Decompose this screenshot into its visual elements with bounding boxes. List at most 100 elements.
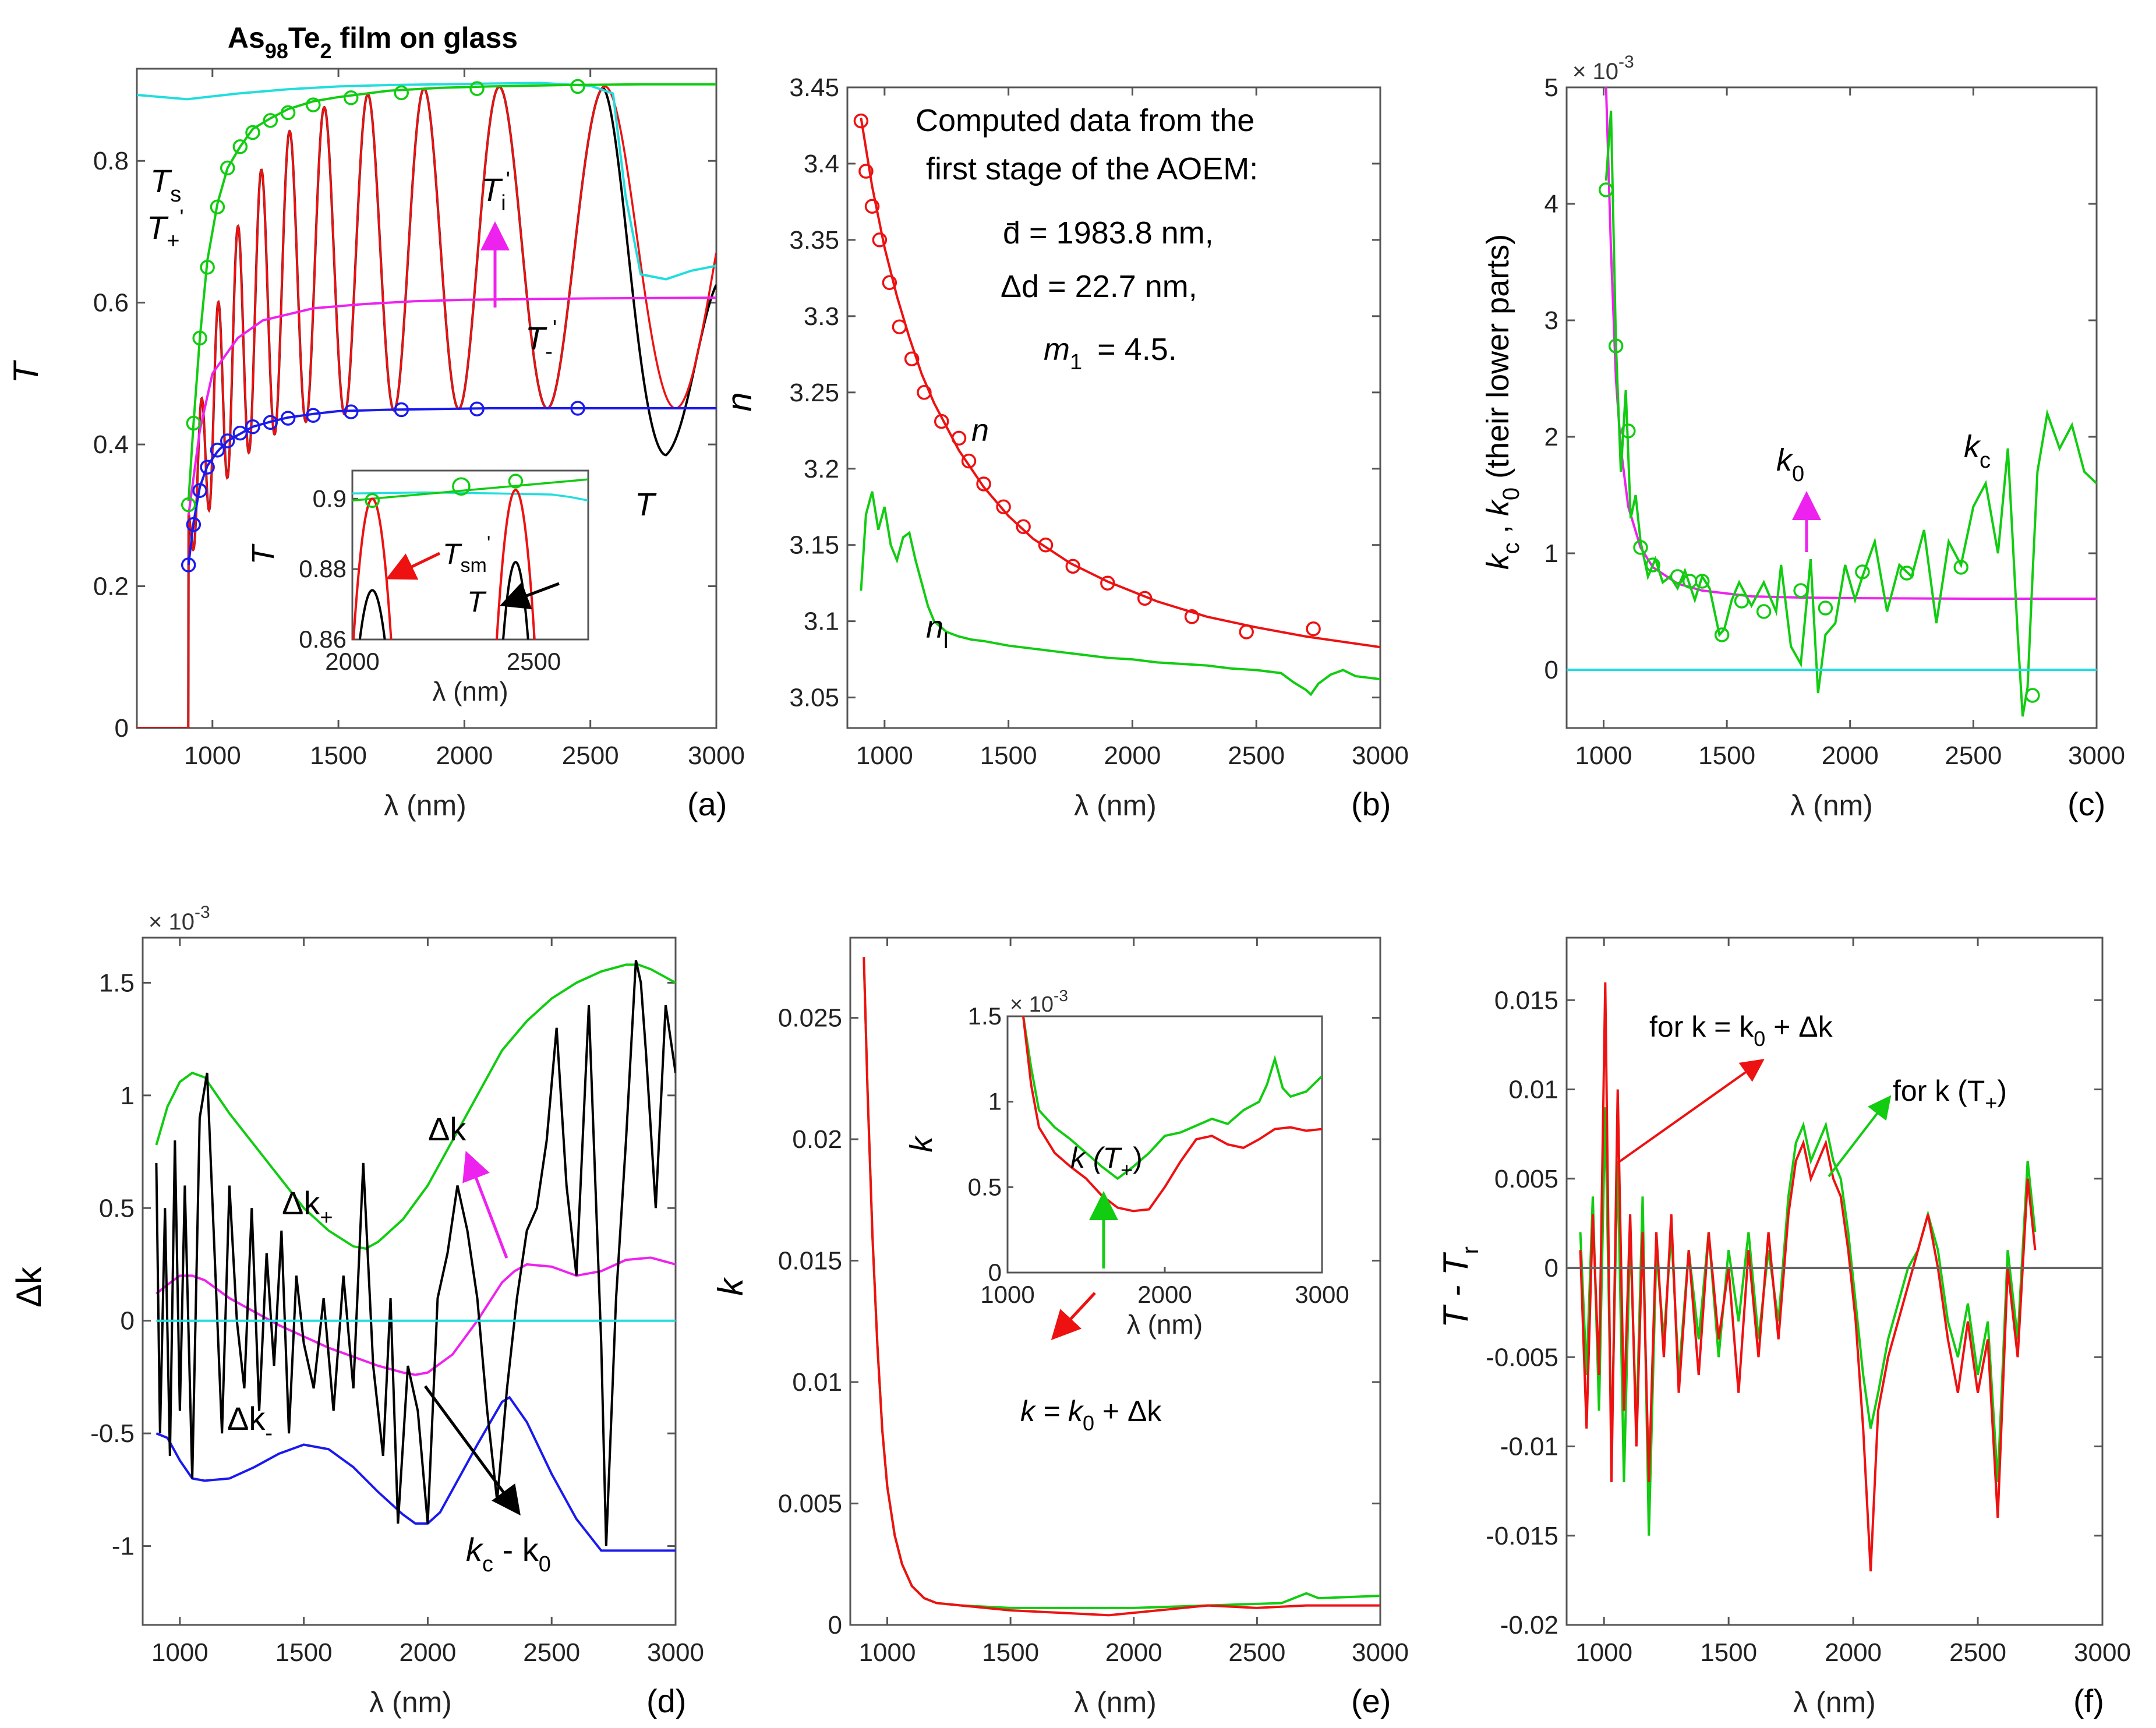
marker-b — [961, 453, 977, 469]
y-tick-label-c: 0 — [1544, 656, 1558, 684]
inset-a: 2000 2500 0.86 0.88 0.9 λ (nm) T — [246, 469, 589, 706]
marker-a — [280, 105, 296, 121]
x-axis-label-a: λ (nm) — [384, 789, 466, 822]
marker-c — [1756, 604, 1772, 619]
marker-a — [306, 408, 321, 423]
marker-b — [864, 199, 880, 214]
x-tick-label-d: 2000 — [399, 1638, 456, 1667]
marker-a — [469, 81, 485, 96]
b-text-d: d̄ = 1983.8 nm, — [1003, 215, 1214, 250]
x-tick-label-f: 2000 — [1825, 1638, 1882, 1667]
marker-b — [858, 164, 874, 179]
y-axis-label-b: n — [720, 392, 759, 411]
inset-label-T: T — [467, 585, 487, 618]
x-tick-label-b: 2500 — [1228, 741, 1285, 770]
annotations-f: for k = k0 + Δk for k (T+) — [1649, 1010, 2007, 1115]
y-tick-label-a: 0.8 — [93, 147, 129, 175]
series-b-0 — [860, 118, 1380, 649]
y-tick-label-e: 0 — [828, 1611, 842, 1639]
x-tick-label-d: 1000 — [151, 1638, 208, 1667]
inset-multiplier: × 10-3 — [1010, 987, 1068, 1017]
x-tick-label-e: 3000 — [1352, 1638, 1409, 1667]
marker-a — [232, 425, 248, 441]
panel-label-c: (c) — [2067, 786, 2105, 822]
inset-e: 1000 2000 3000 0 0.5 1 1.5 λ (nm) k × 10-3 — [904, 987, 1349, 1340]
marker-a — [263, 415, 278, 430]
y-tick-label-f: 0 — [1544, 1254, 1558, 1282]
series-f-1 — [1579, 982, 2037, 1572]
series-e-1 — [863, 957, 1380, 1617]
y-tick-label-c: 1 — [1544, 539, 1558, 568]
series-b-1 — [860, 491, 1380, 697]
marker-b — [872, 232, 888, 248]
y-tick-label-f: -0.005 — [1486, 1343, 1558, 1372]
marker-c — [1714, 627, 1730, 642]
y-tick-label-c: 5 — [1544, 73, 1558, 102]
d-label-dk: Δk — [428, 1111, 466, 1147]
marker-c — [1608, 338, 1624, 354]
b-text-line1: Computed data from the — [916, 103, 1254, 138]
d-label-kc-k0: kc - k0 — [466, 1531, 551, 1577]
marker-a — [220, 160, 235, 176]
series-T-model — [137, 85, 716, 728]
panel-label-d: (d) — [646, 1683, 686, 1719]
marker-c — [2025, 688, 2040, 703]
label-T-minus: T-' — [525, 316, 557, 364]
inset-peak-black-1 — [358, 589, 386, 639]
marker-b — [1038, 537, 1054, 553]
x-tick-label-d: 3000 — [647, 1638, 704, 1667]
inset-line-0 — [352, 491, 588, 502]
inset-y-label: k — [904, 1135, 939, 1153]
x-axis-label-b: λ (nm) — [1074, 789, 1157, 822]
marker-b — [1137, 591, 1153, 606]
y-tick-label-f: 0.005 — [1494, 1165, 1558, 1193]
series-d-3 — [155, 960, 676, 1546]
label-T: T — [635, 486, 657, 522]
arrow-f-red — [1618, 1059, 1765, 1163]
x-tick-label-b: 1000 — [856, 741, 913, 770]
f-label-red: for k = k0 + Δk — [1649, 1010, 1833, 1051]
annotations-b: Computed data from the first stage of th… — [916, 103, 1258, 653]
inset-x-tick-label: 2000 — [325, 648, 379, 675]
inset-marker — [365, 493, 380, 508]
y-tick-label-a: 0.4 — [93, 430, 129, 459]
x-tick-label-f: 2500 — [1949, 1638, 2006, 1667]
b-text-dd: Δd = 22.7 nm, — [1001, 269, 1197, 304]
inset-peak-red-2 — [495, 489, 536, 639]
y-tick-label-a: 0 — [115, 714, 129, 743]
series-group-f — [1567, 982, 2102, 1572]
x-tick-label-a: 2000 — [436, 741, 493, 770]
marker-b — [882, 275, 897, 290]
marker-b — [1306, 621, 1321, 637]
y-tick-label-b: 3.15 — [789, 531, 839, 560]
marker-c — [1633, 540, 1648, 555]
y-tick-label-e: 0.015 — [778, 1247, 842, 1275]
inset-x-label: λ (nm) — [432, 676, 508, 706]
inset-series-e — [1022, 1016, 1322, 1213]
y-tick-label-e: 0.025 — [778, 1004, 842, 1033]
marker-c — [1645, 557, 1660, 573]
y-tick-label-c: 4 — [1544, 190, 1558, 218]
inset-series-1 — [1022, 1016, 1322, 1213]
marker-b — [904, 351, 920, 366]
inset-y-tick-label: 0.88 — [299, 555, 347, 582]
y-tick-label-d: -0.5 — [90, 1419, 135, 1448]
inset-marker — [452, 477, 471, 496]
y-tick-label-b: 3.45 — [789, 73, 839, 102]
x-tick-label-e: 1000 — [859, 1638, 916, 1667]
annotations-c: k0 kc — [1776, 429, 1991, 486]
panel-b: 1000 1500 2000 2500 3000 3.05 3.1 3.15 3.2 3.25 3.… — [720, 73, 1409, 822]
marker-a — [200, 260, 215, 275]
x-tick-label-a: 1500 — [310, 741, 367, 770]
series-group-d — [155, 960, 676, 1552]
b-text-m: m1 = 4.5. — [1044, 332, 1177, 374]
marker-a — [220, 433, 235, 448]
e-label-k-k0: k = k0 + Δk — [1020, 1395, 1162, 1435]
marker-c — [1793, 583, 1808, 598]
y-axis-label-f: T - Tr — [1436, 1246, 1483, 1328]
x-axis-label-f: λ (nm) — [1793, 1686, 1876, 1719]
label-Ts: Ts — [150, 162, 181, 207]
inset-line-1 — [352, 478, 588, 502]
d-label-dk-minus: Δk- — [227, 1400, 273, 1446]
